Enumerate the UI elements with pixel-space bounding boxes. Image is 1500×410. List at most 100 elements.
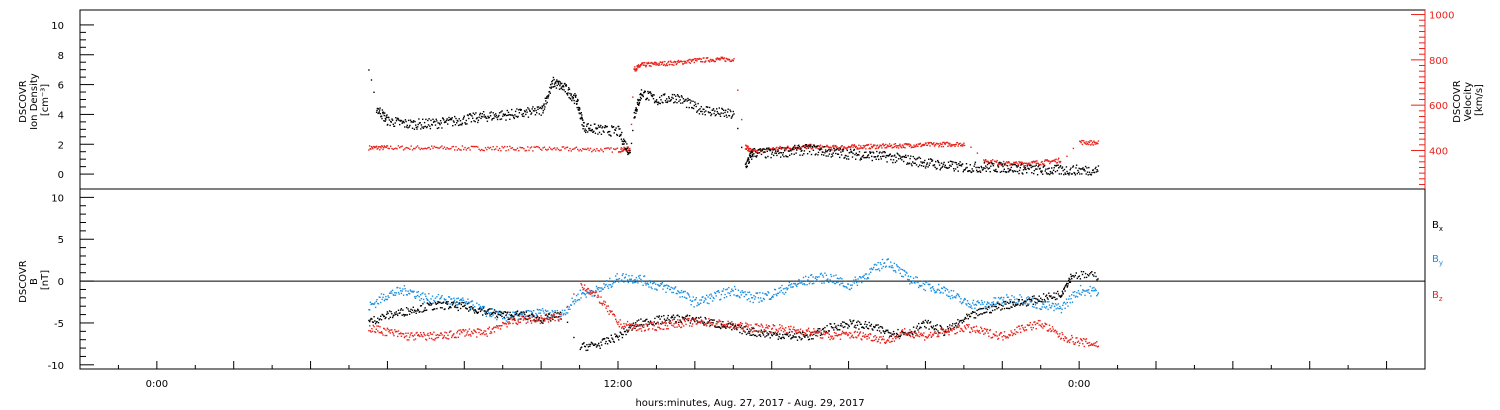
bz-series-point <box>749 330 751 333</box>
bz-series-point <box>712 322 714 324</box>
velocity-series-point <box>950 143 952 146</box>
velocity-series-point <box>593 148 596 151</box>
velocity-series-point <box>565 146 567 149</box>
bz-series-point <box>845 331 847 334</box>
velocity-series-point <box>1006 161 1008 163</box>
bz-series-point <box>805 332 807 334</box>
velocity-series-point <box>385 146 387 149</box>
by-series-point <box>591 295 593 297</box>
density-series-point <box>443 121 446 124</box>
density-series-point <box>638 104 640 106</box>
density-series-point <box>652 98 655 100</box>
density-series-point <box>594 123 596 125</box>
bx-series-point <box>974 317 977 319</box>
density-series-point <box>690 100 692 102</box>
bx-series-point <box>1013 301 1015 303</box>
density-series-point <box>402 120 405 123</box>
by-series-point <box>596 287 598 289</box>
density-series-point <box>470 121 473 123</box>
density-series-point <box>712 108 715 110</box>
bx-series-point <box>929 321 932 323</box>
density-series-point <box>983 167 985 169</box>
bz-series-point <box>400 335 403 337</box>
density-series-point <box>808 145 810 147</box>
bx-series-point <box>967 318 969 320</box>
by-series-point <box>578 299 581 301</box>
velocity-series-point <box>559 149 561 152</box>
density-series-point <box>701 110 703 113</box>
bx-series-point <box>451 304 454 306</box>
bz-series-point <box>898 334 900 336</box>
bz-series-point <box>445 332 448 334</box>
velocity-series-point <box>557 148 560 151</box>
density-series-point <box>448 119 451 121</box>
density-series-point <box>558 88 561 90</box>
by-series-point <box>805 275 807 278</box>
bx-series-point <box>481 309 483 311</box>
bx-series-point <box>535 320 537 322</box>
density-series-point <box>707 106 709 108</box>
by-series-point <box>671 287 674 289</box>
bx-series-point <box>921 322 924 324</box>
velocity-series-point <box>983 161 986 163</box>
bz-series-point <box>383 328 386 330</box>
density-series-point <box>949 160 952 162</box>
bx-series-point <box>416 310 418 312</box>
density-series-point <box>637 99 640 101</box>
by-series-point <box>458 302 460 304</box>
by-series-point <box>810 274 812 276</box>
bx-series-point <box>541 321 543 324</box>
bz-series-point <box>489 332 491 335</box>
density-series-point <box>1036 168 1038 170</box>
bz-series-point <box>929 334 931 336</box>
density-series-point <box>581 114 583 116</box>
velocity-series-point <box>619 151 622 153</box>
velocity-series-point <box>712 60 715 62</box>
density-series-point <box>431 124 433 126</box>
velocity-series-point <box>472 145 474 148</box>
density-series-point <box>919 164 921 166</box>
bx-series-point <box>819 328 821 330</box>
density-series-point <box>384 112 386 114</box>
density-series-point <box>777 150 779 152</box>
density-series-point <box>880 156 882 158</box>
bx-series-point <box>660 315 663 318</box>
density-series-point <box>644 91 646 93</box>
by-series-point <box>860 277 862 279</box>
velocity-series-point <box>883 144 886 146</box>
density-series-point <box>976 169 978 171</box>
bx-series-point <box>741 332 743 335</box>
bz-series-point <box>442 337 444 339</box>
velocity-series-point <box>660 61 662 63</box>
velocity-series-point <box>806 145 809 147</box>
bz-series-point <box>371 330 374 333</box>
density-series-point <box>393 125 396 127</box>
bx-series-point <box>799 337 801 339</box>
velocity-series-point <box>539 148 542 150</box>
density-series-point <box>701 113 704 115</box>
velocity-series-point <box>721 56 724 58</box>
bz-series-point <box>859 331 862 333</box>
bx-series-point <box>798 335 800 338</box>
density-series-point <box>686 100 688 102</box>
bx-series-point <box>751 334 753 336</box>
density-series-point <box>478 116 480 118</box>
density-series-point <box>1075 164 1078 166</box>
bx-series-point <box>878 327 880 329</box>
bx-series-point <box>1003 307 1006 310</box>
bx-series-point <box>796 339 799 341</box>
by-series-point <box>625 273 627 276</box>
density-series-point <box>521 115 524 117</box>
by-series-point <box>440 296 442 298</box>
density-series-point <box>632 129 634 132</box>
density-series-point <box>1003 168 1005 170</box>
density-series-point <box>1065 173 1067 175</box>
by-series-point <box>1031 305 1034 308</box>
velocity-series-point <box>696 60 698 62</box>
density-series-point <box>484 115 487 118</box>
density-series-point <box>525 109 528 111</box>
bx-series-point <box>850 320 852 323</box>
density-series-point <box>849 148 852 151</box>
bz-series-point <box>630 324 632 326</box>
velocity-series-point <box>888 145 890 147</box>
